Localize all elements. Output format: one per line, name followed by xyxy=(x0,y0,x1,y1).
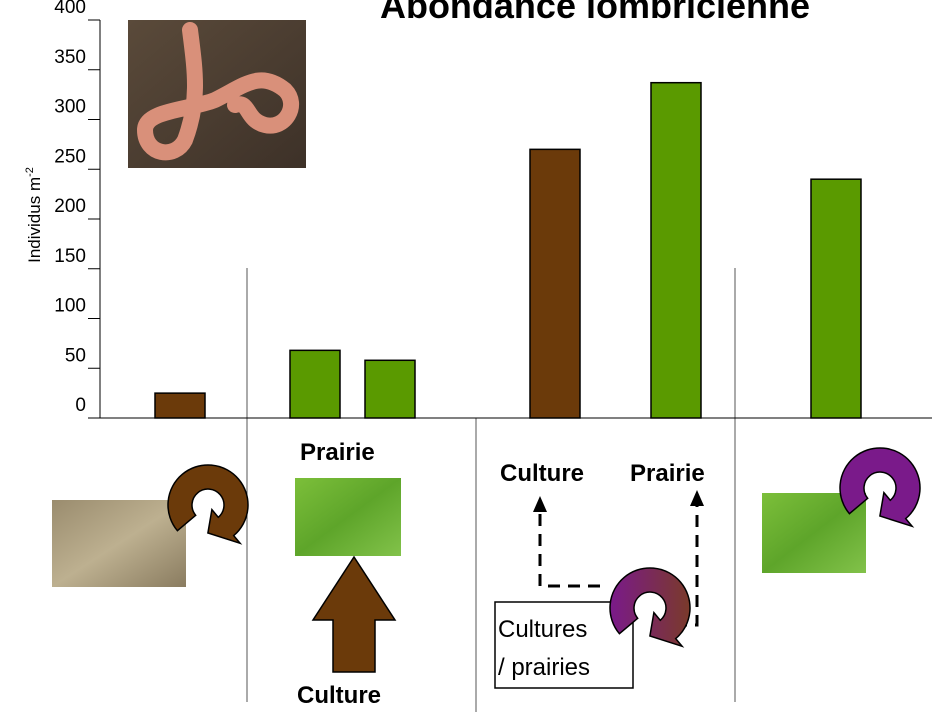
bar xyxy=(811,179,861,418)
arrowhead xyxy=(533,496,547,512)
chart-title: Abondance lombricienne xyxy=(380,0,810,26)
annotation: Cultures xyxy=(498,616,587,643)
bar xyxy=(530,149,580,418)
annotation: Prairie xyxy=(630,460,705,487)
y-tick-label: 300 xyxy=(54,97,86,118)
y-label-sup: -2 xyxy=(24,167,36,177)
worm-photo xyxy=(128,20,306,168)
bar xyxy=(651,83,701,418)
grass-photo xyxy=(295,478,401,556)
y-tick-label: 350 xyxy=(54,47,86,68)
bar xyxy=(155,393,205,418)
y-tick-label: 200 xyxy=(54,196,86,217)
y-tick-label: 100 xyxy=(54,296,86,317)
y-tick-label: 400 xyxy=(54,0,86,18)
arrow xyxy=(313,557,395,672)
y-tick-label: 0 xyxy=(75,395,86,416)
y-label-text: Individus m xyxy=(25,177,44,263)
chart: Abondance lombricienne Individus m-2 Pra… xyxy=(0,0,932,712)
soil-photo xyxy=(52,500,186,587)
y-tick-label: 150 xyxy=(54,246,86,267)
y-axis-label: Individus m-2 xyxy=(24,167,44,263)
annotation: Culture xyxy=(297,682,381,709)
y-tick-label: 50 xyxy=(65,345,86,366)
arrowhead xyxy=(690,490,704,506)
annotation: / prairies xyxy=(498,654,590,681)
bar xyxy=(290,350,340,418)
annotation: Prairie xyxy=(300,439,375,466)
bar xyxy=(365,360,415,418)
annotation: Culture xyxy=(500,460,584,487)
y-tick-label: 250 xyxy=(54,146,86,167)
